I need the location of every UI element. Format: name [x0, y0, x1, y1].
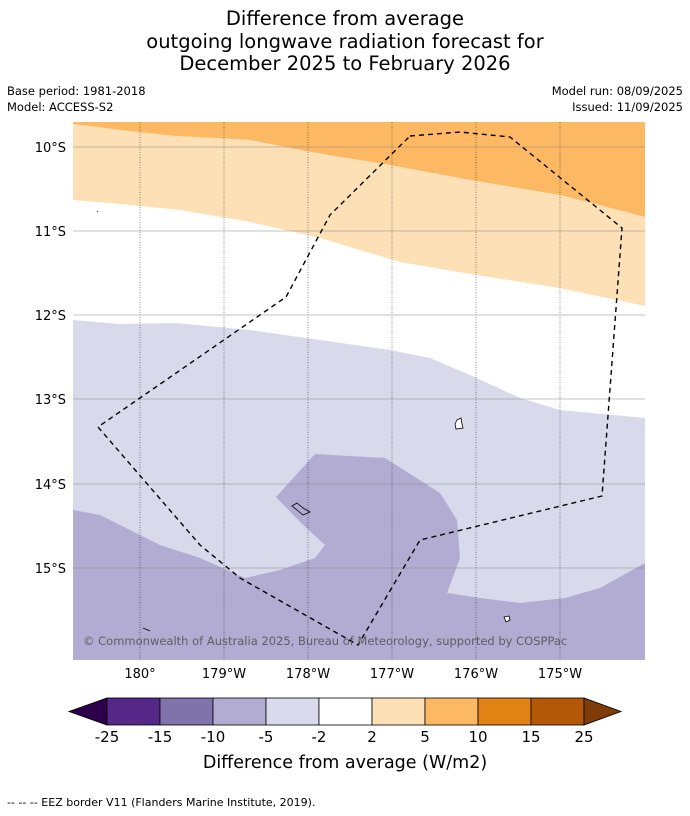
meta-right: Model run: 08/09/2025 Issued: 11/09/2025 — [552, 83, 683, 115]
title-line-1: Difference from average — [225, 7, 465, 30]
lon-label: 178°W — [286, 667, 330, 682]
colorbar-tick-label: -25 — [94, 728, 120, 746]
region-plus-2-to-5 — [73, 124, 645, 306]
lon-label: 180° — [124, 667, 155, 682]
island-outline — [454, 417, 464, 430]
grid-lines — [73, 122, 645, 660]
copyright-notice: © Commonwealth of Australia 2025, Bureau… — [83, 634, 567, 648]
lon-tick-labels: 180° 179°W 178°W 177°W 176°W 175°W — [124, 667, 582, 682]
lon-label: 176°W — [454, 667, 498, 682]
colorbar-tick-label: -2 — [311, 728, 327, 746]
lon-label: 175°W — [538, 667, 582, 682]
colorbar-segment — [318, 697, 373, 726]
colorbar-segment — [477, 697, 532, 726]
colorbar-tick-label: 2 — [367, 728, 377, 746]
meta-left: Base period: 1981-2018 Model: ACCESS-S2 — [7, 83, 146, 115]
lat-label: 10°S — [35, 141, 66, 156]
colorbar-tick-label: 25 — [574, 728, 594, 746]
model-name: Model: ACCESS-S2 — [7, 100, 114, 114]
colorbar-over-arrow — [583, 697, 623, 726]
colorbar-tick-label: -10 — [200, 728, 226, 746]
colorbar-title: Difference from average (W/m2) — [202, 753, 488, 773]
colorbar — [67, 697, 623, 726]
title-line-2: outgoing longwave radiation forecast for — [146, 29, 544, 53]
colorbar-tick-label: -15 — [147, 728, 173, 746]
colorbar-segment — [424, 697, 479, 726]
colorbar-tick-label: 5 — [420, 728, 430, 746]
colorbar-segment — [159, 697, 214, 726]
region-plus-5-to-10 — [73, 122, 645, 217]
island-outline — [503, 615, 511, 623]
lat-label: 14°S — [35, 478, 66, 493]
model-run: Model run: 08/09/2025 — [551, 84, 683, 98]
island-outline — [96, 210, 151, 632]
colorbar-under-arrow — [67, 697, 108, 726]
colorbar-tick-label: -5 — [258, 728, 274, 746]
lat-label: 15°S — [35, 562, 66, 577]
colorbar-segment — [371, 697, 426, 726]
title-line-3: December 2025 to February 2026 — [179, 52, 511, 75]
chart-title: Difference from average outgoing longwav… — [0, 7, 690, 76]
colorbar-segment — [212, 697, 267, 726]
colorbar-tick-label: 15 — [521, 728, 541, 746]
lat-label: 12°S — [35, 309, 66, 324]
lon-label: 179°W — [202, 667, 246, 682]
lat-label: 11°S — [35, 225, 66, 240]
island-outline — [291, 502, 311, 516]
colorbar-segment — [265, 697, 320, 726]
base-period: Base period: 1981-2018 — [7, 84, 146, 98]
colorbar-tick-label: 10 — [468, 728, 488, 746]
map-plot-area — [73, 122, 645, 660]
region-minus-5-to-10-south — [73, 454, 645, 660]
eez-legend-note: -- -- -- EEZ border V11 (Flanders Marine… — [7, 796, 316, 809]
lat-tick-labels: 10°S 11°S 12°S 13°S 14°S 15°S — [35, 141, 66, 577]
lon-label: 177°W — [370, 667, 414, 682]
lat-label: 13°S — [35, 393, 66, 408]
eez-border — [96, 131, 623, 646]
issued-date: Issued: 11/09/2025 — [572, 100, 683, 114]
colorbar-segment — [530, 697, 585, 726]
colorbar-segment — [106, 697, 161, 726]
